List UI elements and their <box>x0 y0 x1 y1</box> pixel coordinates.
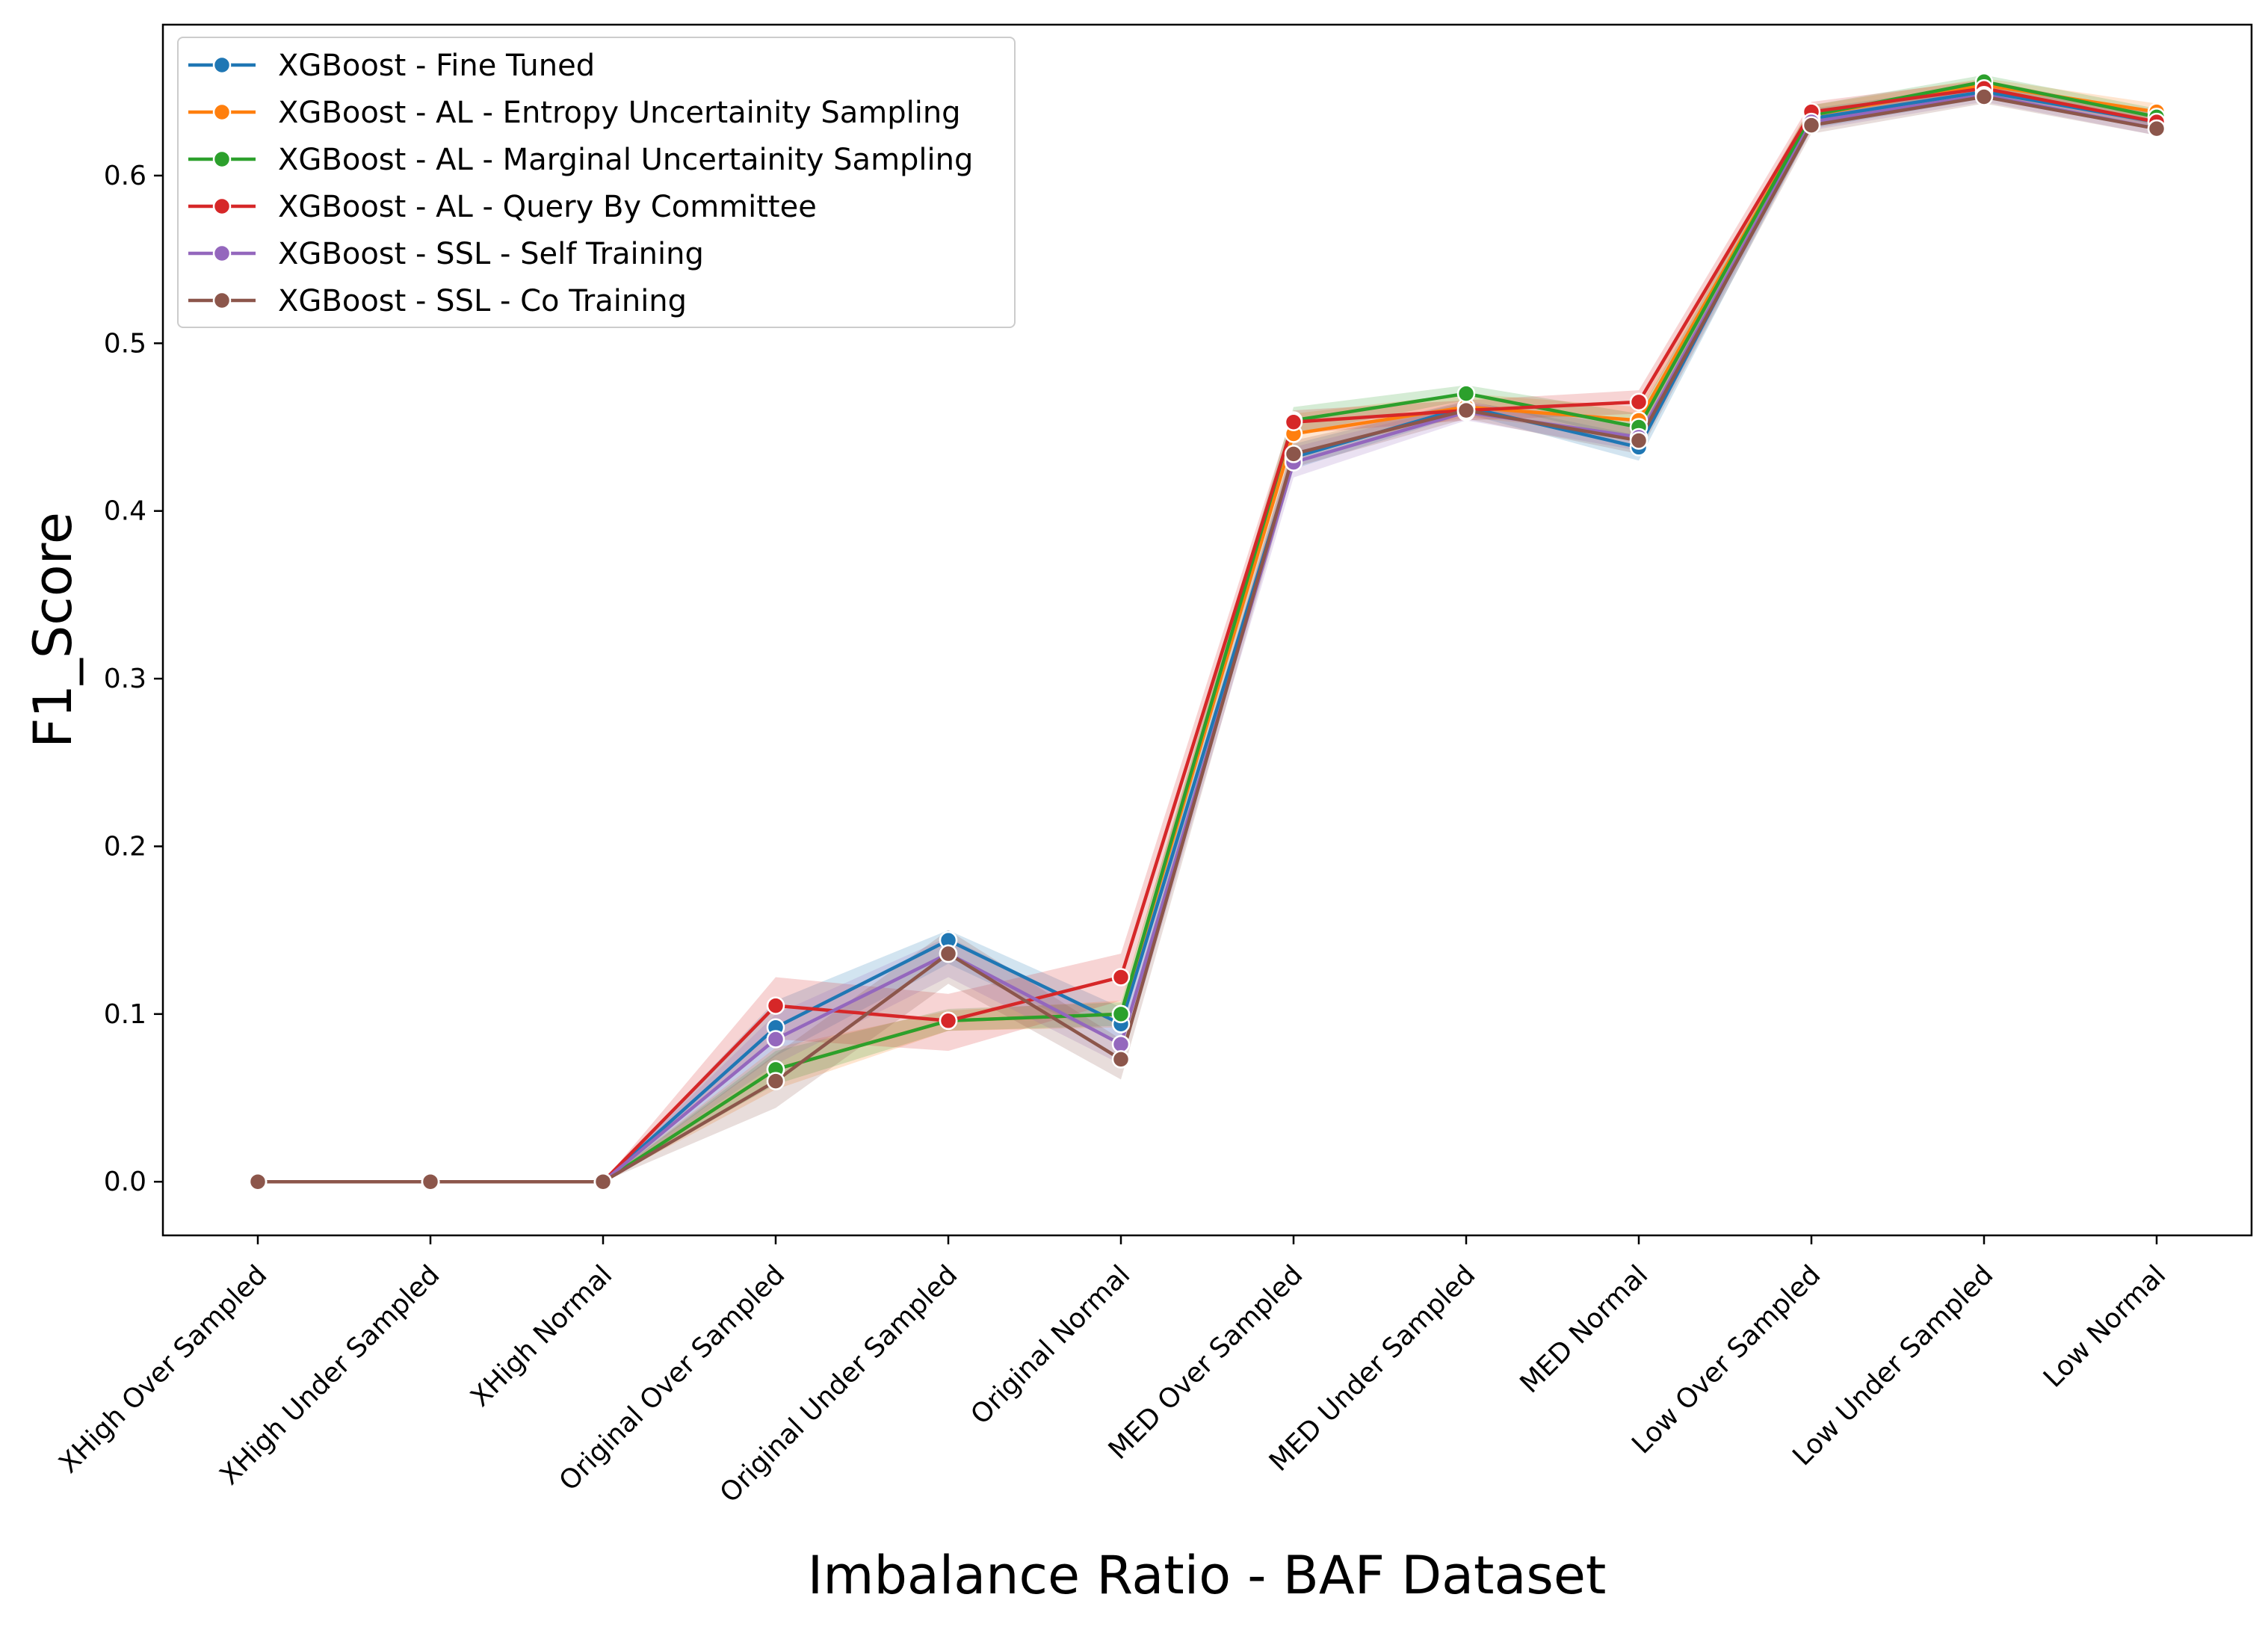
legend-entry-label: XGBoost - SSL - Co Training <box>278 284 687 318</box>
legend-swatch-marker <box>212 102 232 122</box>
y-axis-ticks: 0.0 0.1 0.2 0.3 0.4 0.5 0.6 <box>104 161 163 1197</box>
legend-entry-label: XGBoost - SSL - Self Training <box>278 237 704 271</box>
y-tick-label: 0.4 <box>104 496 146 527</box>
data-point <box>1111 968 1131 987</box>
data-point <box>1802 116 1821 135</box>
legend-swatch-marker <box>212 244 232 263</box>
data-point <box>421 1172 440 1191</box>
legend-entry-label: XGBoost - AL - Marginal Uncertainity Sam… <box>278 143 973 177</box>
y-tick-label: 0.2 <box>104 831 146 862</box>
data-point <box>1284 413 1303 432</box>
y-tick-label: 0.6 <box>104 161 146 191</box>
y-tick-label: 0.0 <box>104 1167 146 1197</box>
legend-swatch-marker <box>212 55 232 75</box>
data-point <box>766 1072 785 1090</box>
data-point <box>1629 392 1649 412</box>
legend-entry-label: XGBoost - AL - Query By Committee <box>278 190 817 224</box>
x-axis-label: Imbalance Ratio - BAF Dataset <box>808 1545 1607 1606</box>
data-point <box>1456 384 1476 403</box>
legend-swatch-marker <box>212 291 232 310</box>
data-point <box>248 1172 268 1191</box>
y-tick-label: 0.3 <box>104 664 146 694</box>
data-point <box>766 996 785 1015</box>
series-line-5 <box>258 95 2157 1184</box>
data-point <box>1111 1004 1131 1024</box>
y-tick-label: 0.1 <box>104 999 146 1030</box>
legend-swatch-marker <box>212 197 232 216</box>
data-point <box>2147 119 2166 138</box>
confidence-band-1 <box>258 78 2157 1182</box>
plot-frame <box>161 23 2253 1237</box>
data-point <box>1629 431 1649 450</box>
y-tick-label: 0.5 <box>104 328 146 359</box>
data-point <box>1111 1050 1131 1069</box>
y-axis-label: F1_Score <box>22 512 84 748</box>
legend-entry-label: XGBoost - AL - Entropy Uncertainity Samp… <box>278 96 961 130</box>
series-lines <box>258 80 2157 1184</box>
data-point <box>939 1011 958 1031</box>
legend-swatch-marker <box>212 149 232 169</box>
data-point <box>1974 87 1994 106</box>
data-point <box>1111 1034 1131 1054</box>
data-point <box>593 1172 613 1191</box>
series-points <box>248 72 2166 1191</box>
data-point <box>1284 445 1303 463</box>
legend: XGBoost - Fine Tuned XGBoost - AL - Entro… <box>177 37 1016 328</box>
data-point <box>1456 401 1476 420</box>
data-point <box>939 944 958 963</box>
legend-entry-label: XGBoost - Fine Tuned <box>278 49 595 83</box>
data-point <box>766 1030 785 1049</box>
legend-box <box>177 37 1016 328</box>
